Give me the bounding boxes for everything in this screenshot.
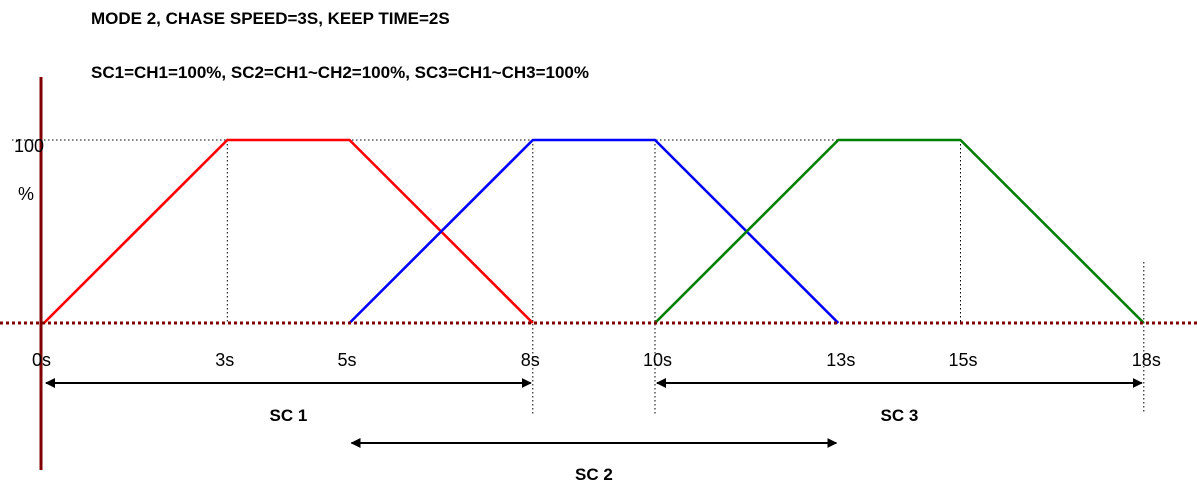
x-tick-0s: 0s <box>32 350 51 370</box>
x-tick-3s: 3s <box>215 350 234 370</box>
x-tick-15s: 15s <box>949 350 978 370</box>
scene-spans: SC 1 SC 2 SC 3 <box>45 378 1143 484</box>
span-label-sc2: SC 2 <box>575 465 613 484</box>
y-unit-label: % <box>18 184 34 204</box>
series-2-line <box>348 138 840 324</box>
title-line-mode: MODE 2, CHASE SPEED=3S, KEEP TIME=2S <box>91 9 450 28</box>
span-label-sc3: SC 3 <box>881 406 919 425</box>
x-tick-8s: 8s <box>521 350 540 370</box>
x-tick-5s: 5s <box>338 350 357 370</box>
y-tick-100: 100 <box>14 136 44 156</box>
guide-lines <box>12 139 1145 414</box>
title-line-scenes: SC1=CH1=100%, SC2=CH1~CH2=100%, SC3=CH1~… <box>91 63 589 82</box>
x-tick-13s: 13s <box>826 350 855 370</box>
axes <box>0 77 1197 470</box>
axis-labels: 100% 0s 3s 5s 8s 10s 13s 15s 18s <box>14 136 1161 370</box>
series-1-line <box>43 138 534 324</box>
intensity-curves <box>43 138 1145 324</box>
span-label-sc1: SC 1 <box>270 406 308 425</box>
x-tick-18s: 18s <box>1132 350 1161 370</box>
x-tick-10s: 10s <box>643 350 672 370</box>
series-3-line <box>654 138 1145 324</box>
